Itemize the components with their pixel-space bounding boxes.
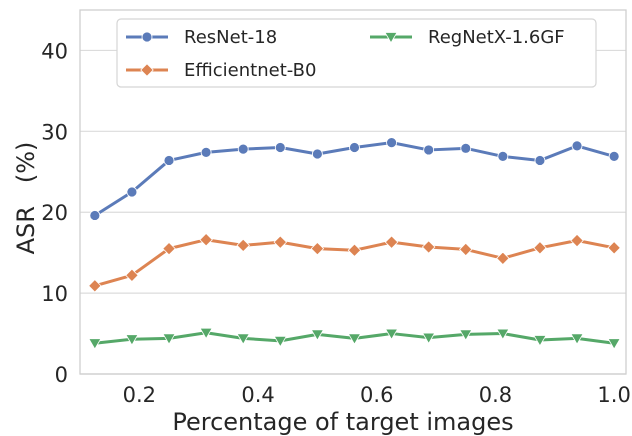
data-point (347, 243, 362, 258)
series-layer (88, 137, 621, 350)
y-tick-label: 0 (55, 363, 68, 387)
data-point (311, 148, 323, 160)
data-point (89, 210, 101, 221)
data-point (236, 238, 250, 253)
data-point (273, 235, 288, 249)
data-point (236, 333, 250, 345)
data-point (607, 241, 621, 255)
data-point (533, 241, 547, 255)
data-point (459, 329, 473, 341)
y-tick-label: 20 (41, 201, 68, 225)
data-point (199, 232, 213, 247)
data-point (88, 279, 102, 293)
legend: ResNet-18 Efficientnet-B0 RegNetX-1.6GF (116, 18, 597, 88)
legend-entry: RegNetX-1.6GF (370, 27, 565, 48)
x-tick-label: 0.4 (241, 383, 274, 407)
data-point (126, 186, 138, 198)
data-point (497, 151, 509, 162)
legend-label: Efficientnet-B0 (184, 60, 316, 81)
legend-entry: ResNet-18 (126, 27, 277, 48)
data-point (421, 332, 436, 345)
plot-frame (79, 9, 627, 375)
data-point (421, 240, 436, 254)
data-point (386, 137, 397, 149)
data-point (310, 329, 325, 341)
data-point (384, 328, 399, 341)
grid (80, 49, 626, 375)
x-tick-label: 0.2 (123, 383, 156, 407)
data-point (496, 251, 510, 266)
data-point (237, 143, 249, 155)
data-point (310, 241, 325, 256)
tick-labels: 0 10 20 30 40 0.2 0.4 0.6 0.8 1.0 (41, 39, 631, 407)
y-tick-label: 40 (41, 39, 68, 63)
data-point (570, 233, 584, 248)
x-axis-label: Percentage of target images (172, 408, 513, 436)
y-axis-label: ASR (%) (12, 142, 40, 255)
data-point (570, 333, 584, 345)
x-tick-label: 1.0 (597, 383, 630, 407)
series-resnet-18 (89, 137, 620, 221)
data-point (460, 142, 472, 154)
data-point (496, 328, 510, 341)
data-point (384, 235, 399, 249)
legend-marker (384, 32, 398, 44)
y-tick-label: 30 (41, 120, 68, 144)
data-point (199, 327, 213, 340)
x-tick-label: 0.8 (479, 383, 512, 407)
series-efficientnet-b0 (88, 232, 621, 293)
legend-marker (141, 31, 153, 43)
data-point (608, 151, 620, 162)
data-point (125, 268, 139, 283)
data-point (162, 241, 176, 256)
data-point (347, 333, 362, 345)
legend-entry: Efficientnet-B0 (126, 60, 316, 81)
data-point (88, 338, 102, 350)
data-point (458, 242, 473, 257)
legend-label: RegNetX-1.6GF (428, 27, 565, 48)
series-line (94, 141, 615, 217)
data-point (349, 142, 360, 153)
data-point (163, 155, 175, 166)
data-point (533, 335, 547, 347)
data-point (273, 335, 287, 348)
data-point (423, 144, 435, 156)
data-point (571, 140, 583, 152)
data-point (274, 142, 286, 153)
x-tick-label: 0.6 (360, 383, 393, 407)
data-point (125, 334, 139, 346)
legend-label: ResNet-18 (184, 27, 277, 48)
y-tick-label: 10 (41, 282, 68, 306)
data-point (200, 146, 212, 158)
data-point (607, 338, 621, 350)
data-point (162, 333, 176, 345)
legend-marker (140, 63, 154, 77)
data-point (534, 155, 546, 166)
legend-box (116, 18, 597, 88)
series-regnetx-1-6gf (88, 327, 621, 350)
